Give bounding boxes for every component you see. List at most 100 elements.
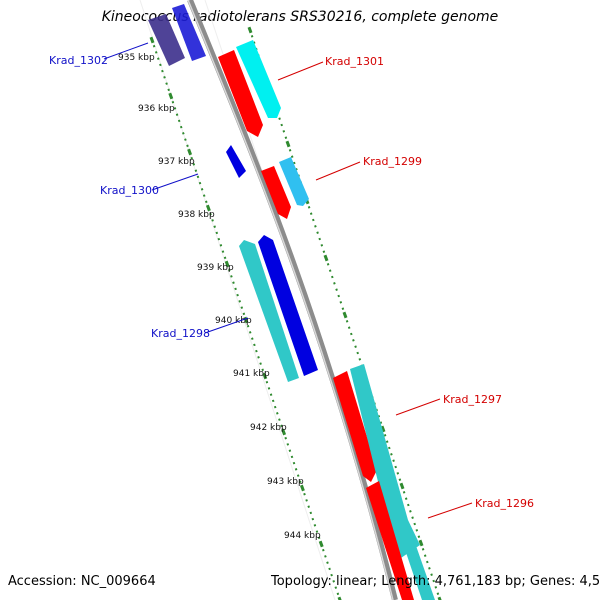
forward-tick-mark xyxy=(345,320,349,323)
gene-krad-1299-inner[interactable] xyxy=(279,157,309,206)
gene-label-krad-1299[interactable]: Krad_1299 xyxy=(363,155,422,168)
reverse-tick-mark xyxy=(194,169,198,172)
reverse-tick-mark xyxy=(177,119,181,123)
reverse-tick-mark xyxy=(198,181,202,185)
forward-tick-mark xyxy=(385,440,389,443)
reverse-tick-mark xyxy=(154,51,158,54)
reverse-track-guide xyxy=(139,0,336,600)
forward-tick-mark xyxy=(352,339,355,342)
reverse-tick-mark xyxy=(328,567,331,571)
reverse-tick-mark xyxy=(168,92,174,100)
reverse-tick-mark xyxy=(217,237,221,241)
gene-label-krad-1297[interactable]: Krad_1297 xyxy=(443,393,502,406)
tick-label-944: 944 kbp xyxy=(284,531,321,541)
gene-label-krad-1298[interactable]: Krad_1298 xyxy=(151,327,210,340)
forward-tick-mark xyxy=(358,358,362,361)
gene-features xyxy=(148,4,435,600)
reverse-tick-mark xyxy=(305,499,308,502)
genome-summary-text: Topology: linear; Length: 4,761,183 bp; … xyxy=(271,574,600,589)
reverse-tick-mark xyxy=(315,530,319,533)
reverse-tick-mark xyxy=(242,312,246,316)
reverse-tick-mark xyxy=(165,82,168,85)
reverse-tick-mark xyxy=(269,393,273,396)
connector-krad-1302 xyxy=(103,42,149,60)
forward-tick-mark xyxy=(290,155,294,158)
gene-krad-1302-inner[interactable] xyxy=(172,4,206,61)
forward-tick-mark xyxy=(418,539,424,547)
forward-tick-mark xyxy=(421,548,425,551)
reverse-tick-mark xyxy=(184,138,187,141)
reverse-tick-mark xyxy=(288,449,292,452)
connector-krad-1296 xyxy=(427,502,473,519)
reverse-tick-mark xyxy=(221,250,225,253)
gene-krad-1300[interactable] xyxy=(226,145,246,178)
reverse-tick-mark xyxy=(163,76,166,79)
reverse-tick-mark xyxy=(196,175,200,179)
gene-krad-1301-inner[interactable] xyxy=(236,40,281,118)
forward-tick-mark xyxy=(322,250,326,253)
sequence-backbone-highlight xyxy=(187,0,394,600)
reverse-tick-mark xyxy=(205,200,208,204)
connector-krad-1299 xyxy=(315,161,361,181)
forward-tick-mark xyxy=(328,269,332,272)
label-connectors xyxy=(103,42,473,519)
reverse-tick-mark xyxy=(215,231,219,235)
reverse-tick-mark xyxy=(209,212,212,216)
reverse-tick-mark xyxy=(238,300,241,303)
reverse-tick-mark xyxy=(337,596,343,600)
forward-tick-mark xyxy=(437,596,443,600)
reverse-tick-mark xyxy=(322,548,325,552)
reverse-tick-mark xyxy=(246,324,250,328)
gene-krad-1298-inner[interactable] xyxy=(258,235,318,376)
gene-label-krad-1300[interactable]: Krad_1300 xyxy=(100,184,159,197)
gene-krad-1299-outer[interactable] xyxy=(261,166,291,219)
reverse-tick-mark xyxy=(228,268,231,272)
reverse-tick-mark xyxy=(292,461,296,465)
gene-krad-1298-outer[interactable] xyxy=(239,240,299,382)
forward-tick-mark xyxy=(339,301,343,304)
reverse-tick-mark xyxy=(200,188,204,191)
forward-tick-mark xyxy=(426,560,429,564)
reverse-tick-mark xyxy=(290,455,294,459)
reverse-tick-mark xyxy=(224,260,230,268)
gene-krad-1296-inner[interactable] xyxy=(390,500,435,600)
forward-tick-track xyxy=(247,26,443,600)
forward-tick-mark xyxy=(314,225,317,228)
forward-tick-mark xyxy=(347,326,351,329)
forward-tick-mark xyxy=(430,573,433,576)
forward-tick-mark xyxy=(411,516,414,519)
gene-krad-1297-outer[interactable] xyxy=(333,371,377,482)
reverse-tick-mark xyxy=(313,524,317,527)
gene-label-krad-1301[interactable]: Krad_1301 xyxy=(325,55,384,68)
connector-krad-1301 xyxy=(277,61,324,81)
reverse-tick-mark xyxy=(286,443,290,446)
gene-labels: Krad_1302 Krad_1301 Krad_1300 Krad_1299 … xyxy=(49,54,534,510)
forward-tick-mark xyxy=(404,497,408,500)
forward-tick-mark xyxy=(285,140,291,148)
forward-tick-mark xyxy=(307,206,311,209)
forward-tick-mark xyxy=(415,529,419,532)
gene-krad-1301-outer[interactable] xyxy=(218,50,263,137)
gene-krad-1296-outer[interactable] xyxy=(366,481,414,600)
reverse-tick-mark xyxy=(175,113,179,116)
gene-krad-1302-outer[interactable] xyxy=(148,14,185,66)
gene-label-krad-1302[interactable]: Krad_1302 xyxy=(49,54,108,67)
reverse-tick-mark xyxy=(157,57,160,60)
reverse-tick-mark xyxy=(280,424,283,428)
reverse-tick-mark xyxy=(173,107,177,110)
reverse-tick-mark xyxy=(265,380,269,384)
tick-label-935: 935 kbp xyxy=(118,53,155,63)
reverse-tick-mark xyxy=(330,573,333,577)
reverse-tick-mark xyxy=(234,287,237,291)
forward-tick-mark xyxy=(342,311,348,319)
connector-krad-1298 xyxy=(204,317,249,334)
sequence-backbone xyxy=(187,0,398,600)
gene-label-krad-1296[interactable]: Krad_1296 xyxy=(475,497,534,510)
reverse-tick-mark xyxy=(278,418,281,421)
reverse-tick-mark xyxy=(243,316,249,324)
forward-tick-mark xyxy=(280,123,283,127)
tick-label-941: 941 kbp xyxy=(233,369,270,379)
reverse-tick-mark xyxy=(262,372,268,380)
reverse-tick-mark xyxy=(255,349,258,353)
